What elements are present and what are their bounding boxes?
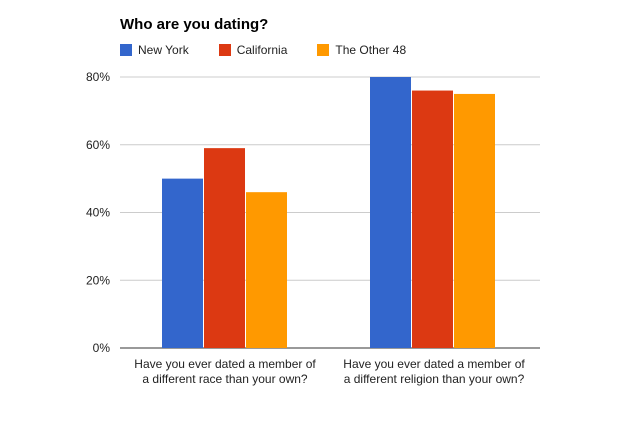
x-category-label-race-line-2: a different race than your own?	[142, 372, 308, 386]
x-category-label-religion-line-2: a different religion than your own?	[343, 372, 525, 386]
legend-swatch-california	[218, 44, 231, 56]
y-tick-label: 20%	[86, 273, 110, 287]
y-tick-label: 0%	[93, 341, 111, 355]
bar-the-other-48	[246, 192, 287, 348]
x-category-label-race: Have you ever dated a member of a differ…	[125, 357, 325, 387]
legend-label-new-york: New York	[138, 43, 189, 57]
bar-the-other-48	[454, 93, 495, 348]
bar-new-york	[370, 77, 411, 348]
x-category-label-religion: Have you ever dated a member of a differ…	[334, 357, 534, 387]
legend-label-other-48: The Other 48	[335, 43, 407, 57]
legend-item-new-york: New York	[120, 43, 219, 57]
x-category-label-race-line-1: Have you ever dated a member of	[134, 357, 316, 371]
y-tick-label: 80%	[86, 70, 110, 84]
chart-title: Who are you dating?	[120, 16, 269, 33]
y-tick-label: 60%	[86, 138, 110, 152]
y-tick-label: 40%	[86, 206, 110, 220]
bar-california	[204, 148, 245, 348]
legend-label-california: California	[236, 43, 288, 57]
legend: New York California The Other 48	[120, 43, 436, 57]
legend-swatch-new-york	[120, 44, 132, 56]
legend-item-other-48: The Other 48	[317, 43, 436, 57]
bar-new-york	[162, 178, 203, 348]
bar-california	[412, 90, 453, 349]
legend-item-california: California	[218, 43, 318, 57]
legend-swatch-other-48	[317, 44, 330, 56]
x-category-label-religion-line-1: Have you ever dated a member of	[343, 357, 525, 371]
